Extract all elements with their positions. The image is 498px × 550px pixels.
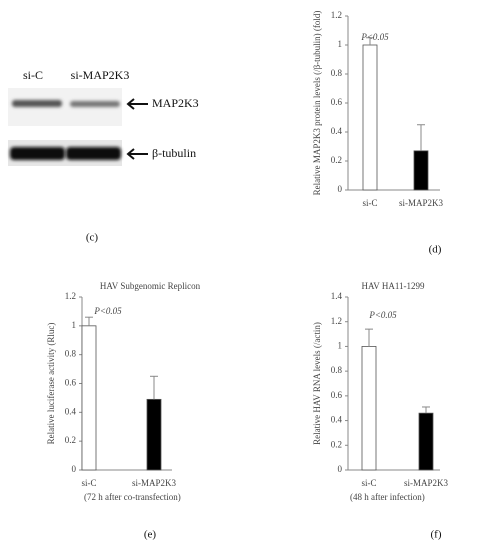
bar bbox=[362, 44, 378, 191]
y-tick-label: 0 bbox=[72, 464, 77, 474]
western-blot: si-C si-MAP2K3 MAP2K3 β-tubulin (c) bbox=[8, 68, 199, 244]
y-tick-label: 0 bbox=[338, 464, 343, 474]
x-tick-label: si-MAP2K3 bbox=[132, 478, 177, 488]
band-label: MAP2K3 bbox=[152, 96, 199, 110]
y-tick-label: 0.2 bbox=[331, 155, 342, 165]
y-tick-label: 0.6 bbox=[65, 378, 77, 388]
y-tick-label: 1.4 bbox=[331, 291, 343, 301]
y-tick-label: 0.8 bbox=[331, 68, 343, 78]
y-tick-label: 0.6 bbox=[331, 97, 343, 107]
panel-label: (c) bbox=[86, 232, 99, 244]
bar bbox=[81, 325, 97, 471]
bar bbox=[146, 398, 162, 471]
y-axis-label: Relative MAP2K3 protein levels (/β-tubul… bbox=[312, 11, 322, 196]
panel-label: (f) bbox=[431, 529, 442, 541]
x-tick-label: si-C bbox=[361, 478, 376, 488]
y-tick-label: 0.2 bbox=[331, 439, 342, 449]
y-tick-label: 0.2 bbox=[65, 435, 76, 445]
y-tick-label: 1 bbox=[72, 320, 77, 330]
y-tick-label: 0 bbox=[338, 184, 343, 194]
y-tick-label: 0.8 bbox=[331, 365, 343, 375]
band-label: β-tubulin bbox=[152, 146, 196, 160]
annotation: P<0.05 bbox=[360, 32, 389, 42]
y-tick-label: 0.4 bbox=[331, 126, 343, 136]
arrow bbox=[126, 148, 148, 160]
y-tick-label: 1.2 bbox=[331, 316, 342, 326]
bar bbox=[361, 346, 377, 471]
x-tick-label: si-MAP2K3 bbox=[399, 198, 444, 208]
y-tick-label: 0.8 bbox=[65, 349, 77, 359]
y-tick-label: 1 bbox=[338, 39, 343, 49]
y-tick-label: 1.2 bbox=[331, 10, 342, 20]
annotation: P<0.05 bbox=[93, 306, 122, 316]
y-tick-label: 0.6 bbox=[331, 390, 343, 400]
y-axis-label: Relative luciferase activity (Rluc) bbox=[46, 323, 56, 445]
band bbox=[70, 101, 120, 107]
x-axis-label: (72 h after co-transfection) bbox=[84, 492, 181, 502]
chart-title: HAV Subgenomic Replicon bbox=[100, 281, 201, 291]
y-axis-label: Relative HAV RNA levels (/actin) bbox=[312, 322, 322, 445]
x-tick-label: si-C bbox=[362, 198, 377, 208]
y-tick-label: 0.4 bbox=[331, 415, 343, 425]
bar bbox=[418, 412, 434, 471]
band bbox=[66, 147, 121, 160]
lane-label: si-C bbox=[23, 68, 43, 82]
chart-title: HAV HA11-1299 bbox=[361, 281, 425, 291]
x-axis-label: (48 h after infection) bbox=[350, 492, 425, 502]
band bbox=[12, 100, 62, 107]
panel-label: (e) bbox=[144, 529, 157, 541]
band bbox=[10, 147, 65, 160]
x-tick-label: si-C bbox=[81, 478, 96, 488]
arrow bbox=[126, 98, 148, 110]
x-tick-label: si-MAP2K3 bbox=[404, 478, 449, 488]
y-tick-label: 1.2 bbox=[65, 291, 76, 301]
bar bbox=[413, 150, 429, 191]
y-tick-label: 1 bbox=[338, 340, 343, 350]
y-tick-label: 0.4 bbox=[65, 406, 77, 416]
panel-label: (d) bbox=[429, 244, 442, 256]
lane-label: si-MAP2K3 bbox=[71, 68, 130, 82]
annotation: P<0.05 bbox=[368, 310, 397, 320]
